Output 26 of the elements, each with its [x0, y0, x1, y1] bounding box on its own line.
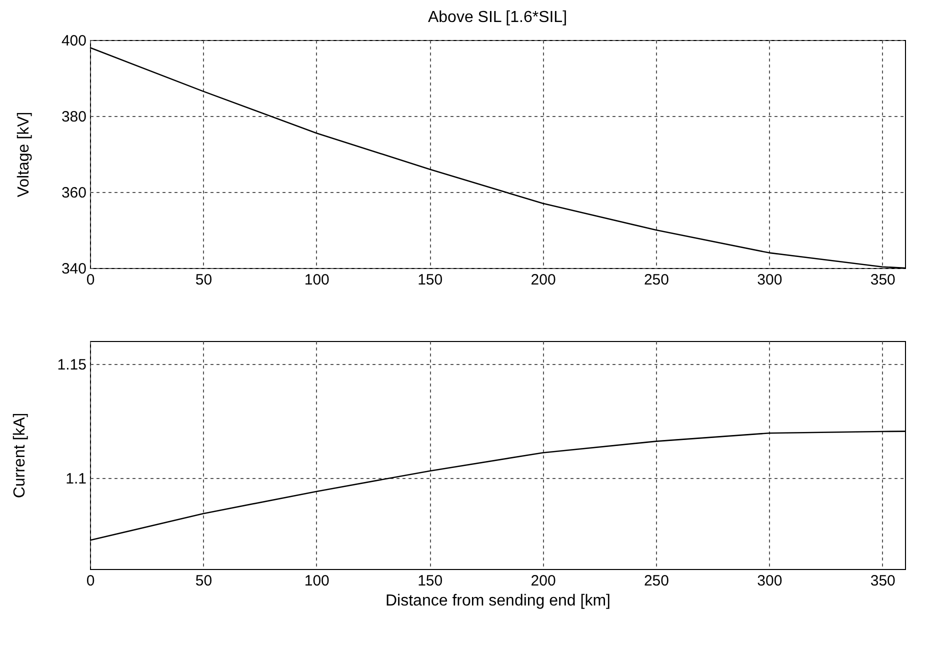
- x-tick-label: 50: [195, 272, 212, 288]
- x-tick-label: 250: [644, 272, 669, 288]
- x-tick-label: 150: [418, 572, 443, 590]
- chart-title: Above SIL [1.6*SIL]: [428, 9, 568, 26]
- x-tick-label: 300: [757, 272, 782, 288]
- x-tick-label: 300: [757, 572, 782, 590]
- y-axis-title: Current [kA]: [11, 412, 28, 498]
- y-tick-label: 360: [61, 184, 86, 202]
- y-tick-label: 400: [61, 32, 86, 50]
- y-tick-label: 1.1: [66, 470, 86, 488]
- x-tick-label: 150: [418, 272, 443, 288]
- x-tick-label: 100: [304, 572, 330, 590]
- x-tick-label: 50: [195, 572, 212, 590]
- x-axis-title: Distance from sending end [km]: [386, 592, 610, 610]
- y-tick-label: 1.15: [57, 356, 86, 374]
- x-tick-label: 200: [530, 572, 556, 590]
- y-axis-title: Voltage [kV]: [15, 112, 32, 198]
- x-tick-label: 350: [870, 272, 896, 288]
- x-tick-label: 100: [304, 272, 330, 288]
- x-tick-label: 0: [86, 572, 95, 590]
- y-tick-label: 340: [61, 260, 86, 278]
- x-tick-label: 350: [870, 572, 896, 590]
- x-tick-label: 200: [530, 272, 556, 288]
- x-tick-label: 250: [644, 572, 669, 590]
- x-tick-label: 0: [86, 272, 95, 288]
- y-tick-label: 380: [61, 108, 86, 126]
